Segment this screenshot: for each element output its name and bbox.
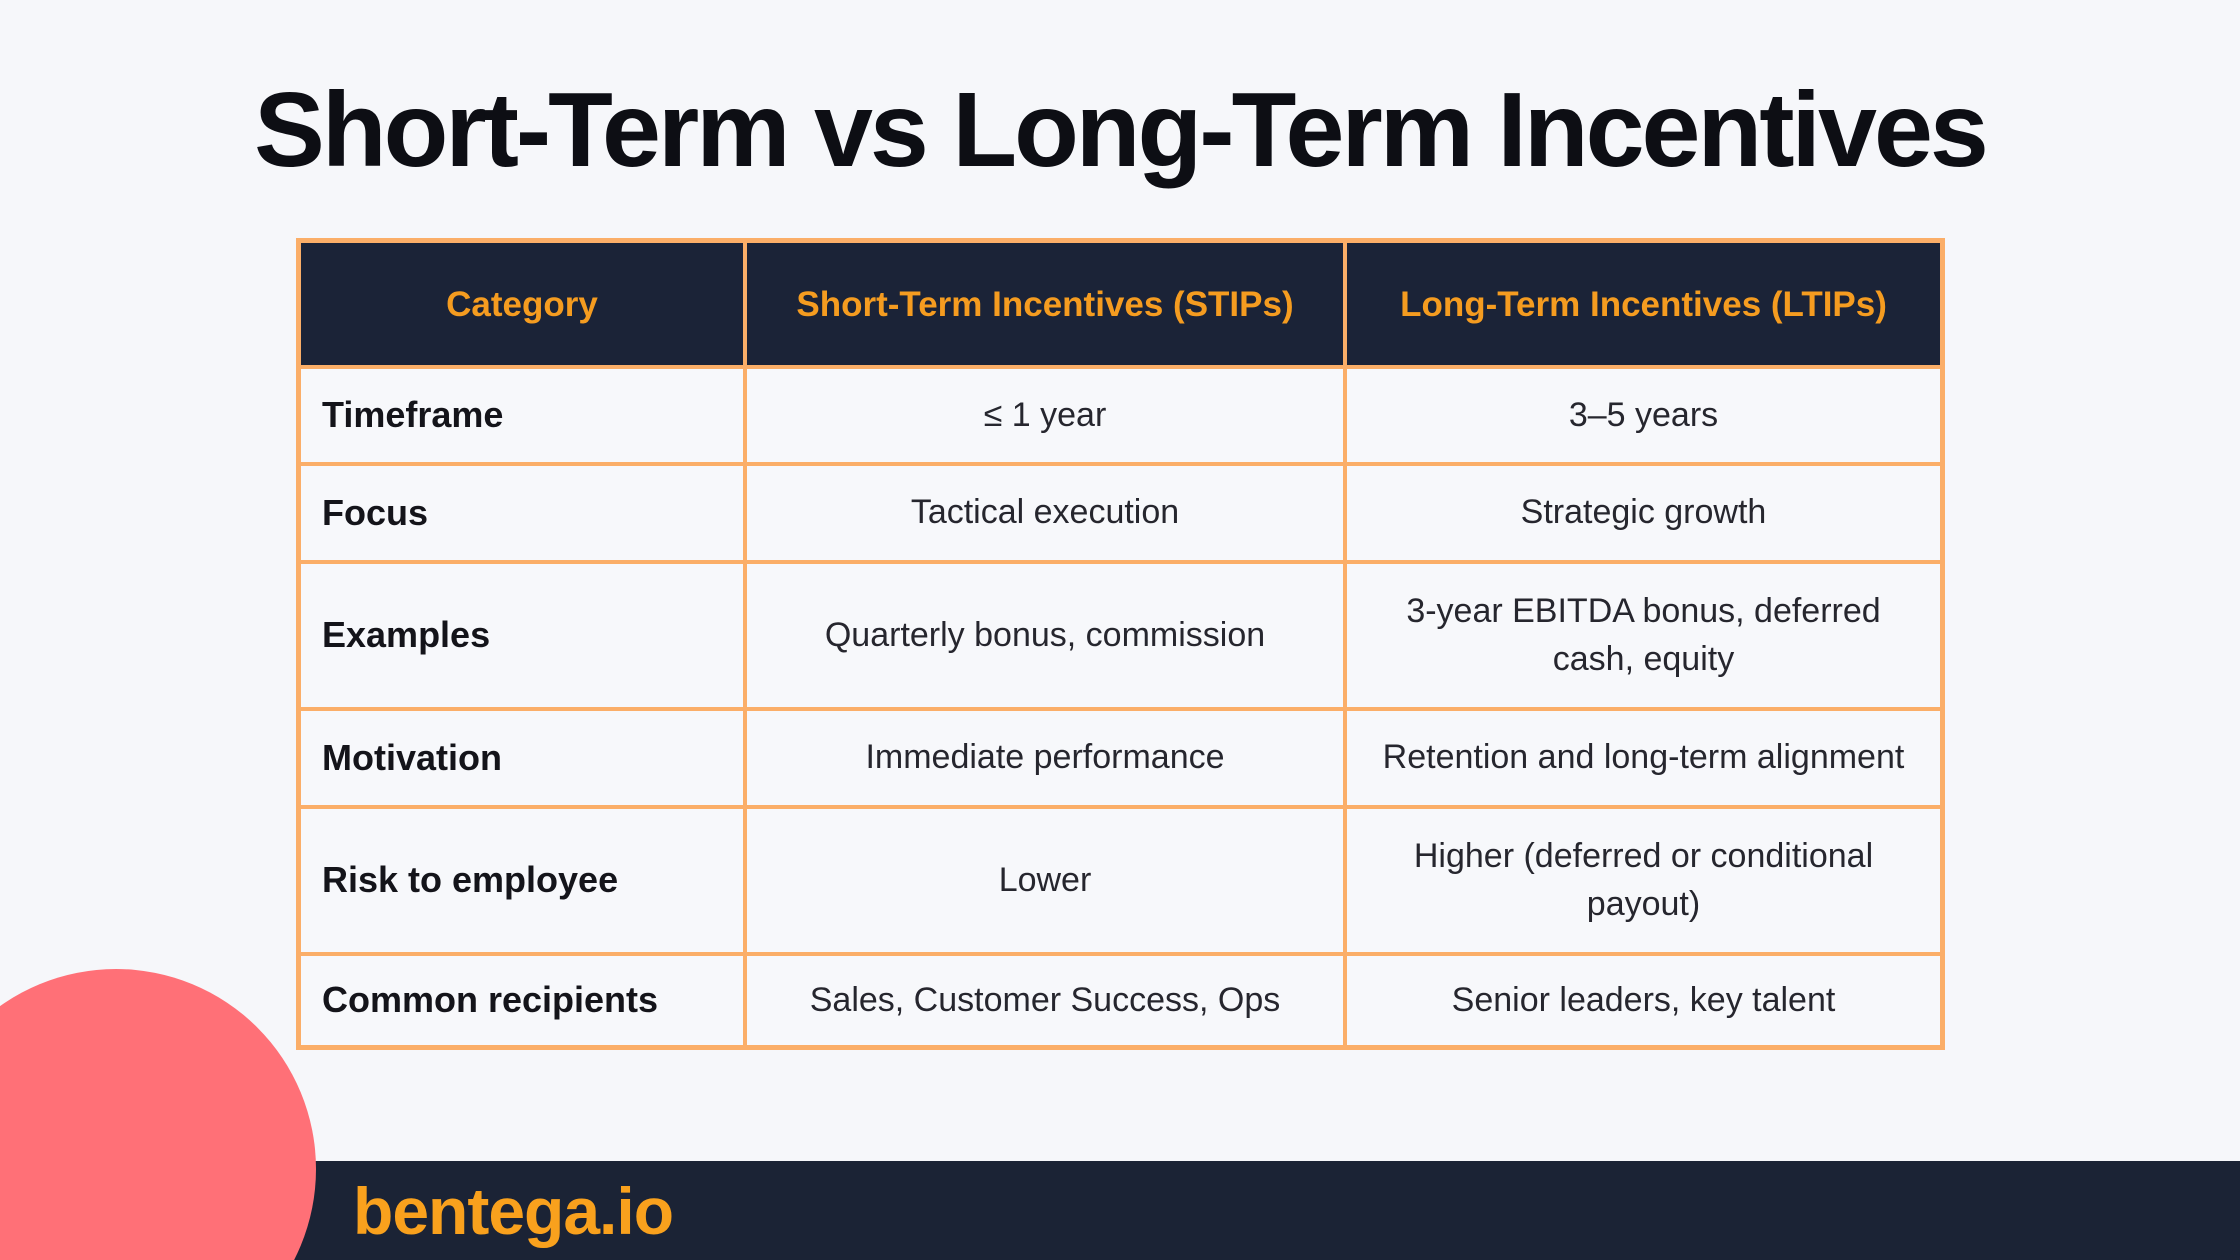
row-focus-ltip: Strategic growth — [1347, 466, 1940, 560]
page-title: Short-Term vs Long-Term Incentives — [254, 71, 1989, 189]
header-cell-category: Category — [301, 243, 743, 365]
row-motivation-stip: Immediate performance — [747, 711, 1343, 805]
row-examples-stip: Quarterly bonus, commission — [747, 564, 1343, 707]
row-risk-category: Risk to employee — [301, 809, 743, 952]
row-timeframe-category: Timeframe — [301, 369, 743, 462]
row-focus-category: Focus — [301, 466, 743, 560]
row-motivation-ltip: Retention and long-term alignment — [1347, 711, 1940, 805]
row-risk-stip: Lower — [747, 809, 1343, 952]
row-recipients-category: Common recipients — [301, 956, 743, 1045]
row-recipients-ltip: Senior leaders, key talent — [1347, 956, 1940, 1045]
row-examples-ltip: 3-year EBITDA bonus, deferred cash, equi… — [1347, 564, 1940, 707]
bentega-logo: bentega.io — [353, 1173, 674, 1248]
row-recipients-stip: Sales, Customer Success, Ops — [747, 956, 1343, 1045]
row-examples-category: Examples — [301, 564, 743, 707]
row-focus-stip: Tactical execution — [747, 466, 1343, 560]
decorative-pink-circle — [0, 969, 316, 1260]
row-timeframe-ltip: 3–5 years — [1347, 369, 1940, 462]
header-cell-ltip: Long-Term Incentives (LTIPs) — [1347, 243, 1940, 365]
header-cell-stip: Short-Term Incentives (STIPs) — [747, 243, 1343, 365]
footer-bar: bentega.io — [0, 1161, 2240, 1260]
row-risk-ltip: Higher (deferred or conditional payout) — [1347, 809, 1940, 952]
row-timeframe-stip: ≤ 1 year — [747, 369, 1343, 462]
comparison-table: Category Short-Term Incentives (STIPs) L… — [296, 238, 1945, 1050]
row-motivation-category: Motivation — [301, 711, 743, 805]
